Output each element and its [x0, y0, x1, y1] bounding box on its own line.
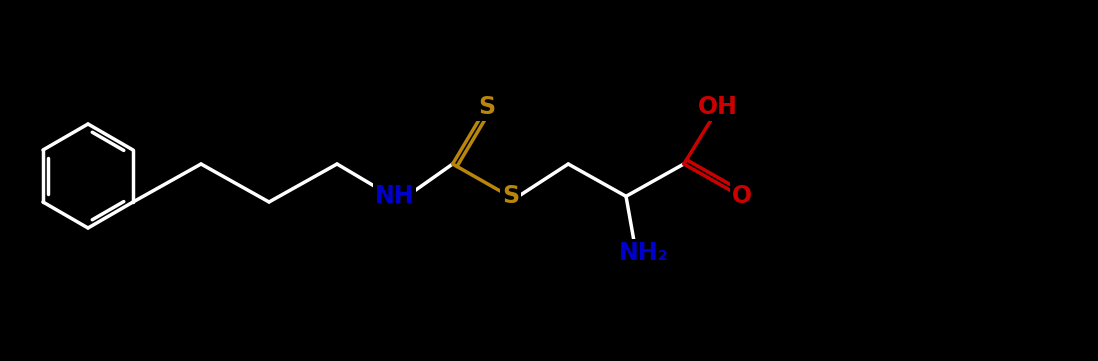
Text: O: O: [731, 184, 752, 208]
Text: NH: NH: [376, 184, 415, 208]
Text: NH₂: NH₂: [619, 241, 669, 265]
Text: S: S: [502, 184, 519, 208]
Text: OH: OH: [698, 95, 738, 119]
Text: S: S: [478, 95, 495, 119]
